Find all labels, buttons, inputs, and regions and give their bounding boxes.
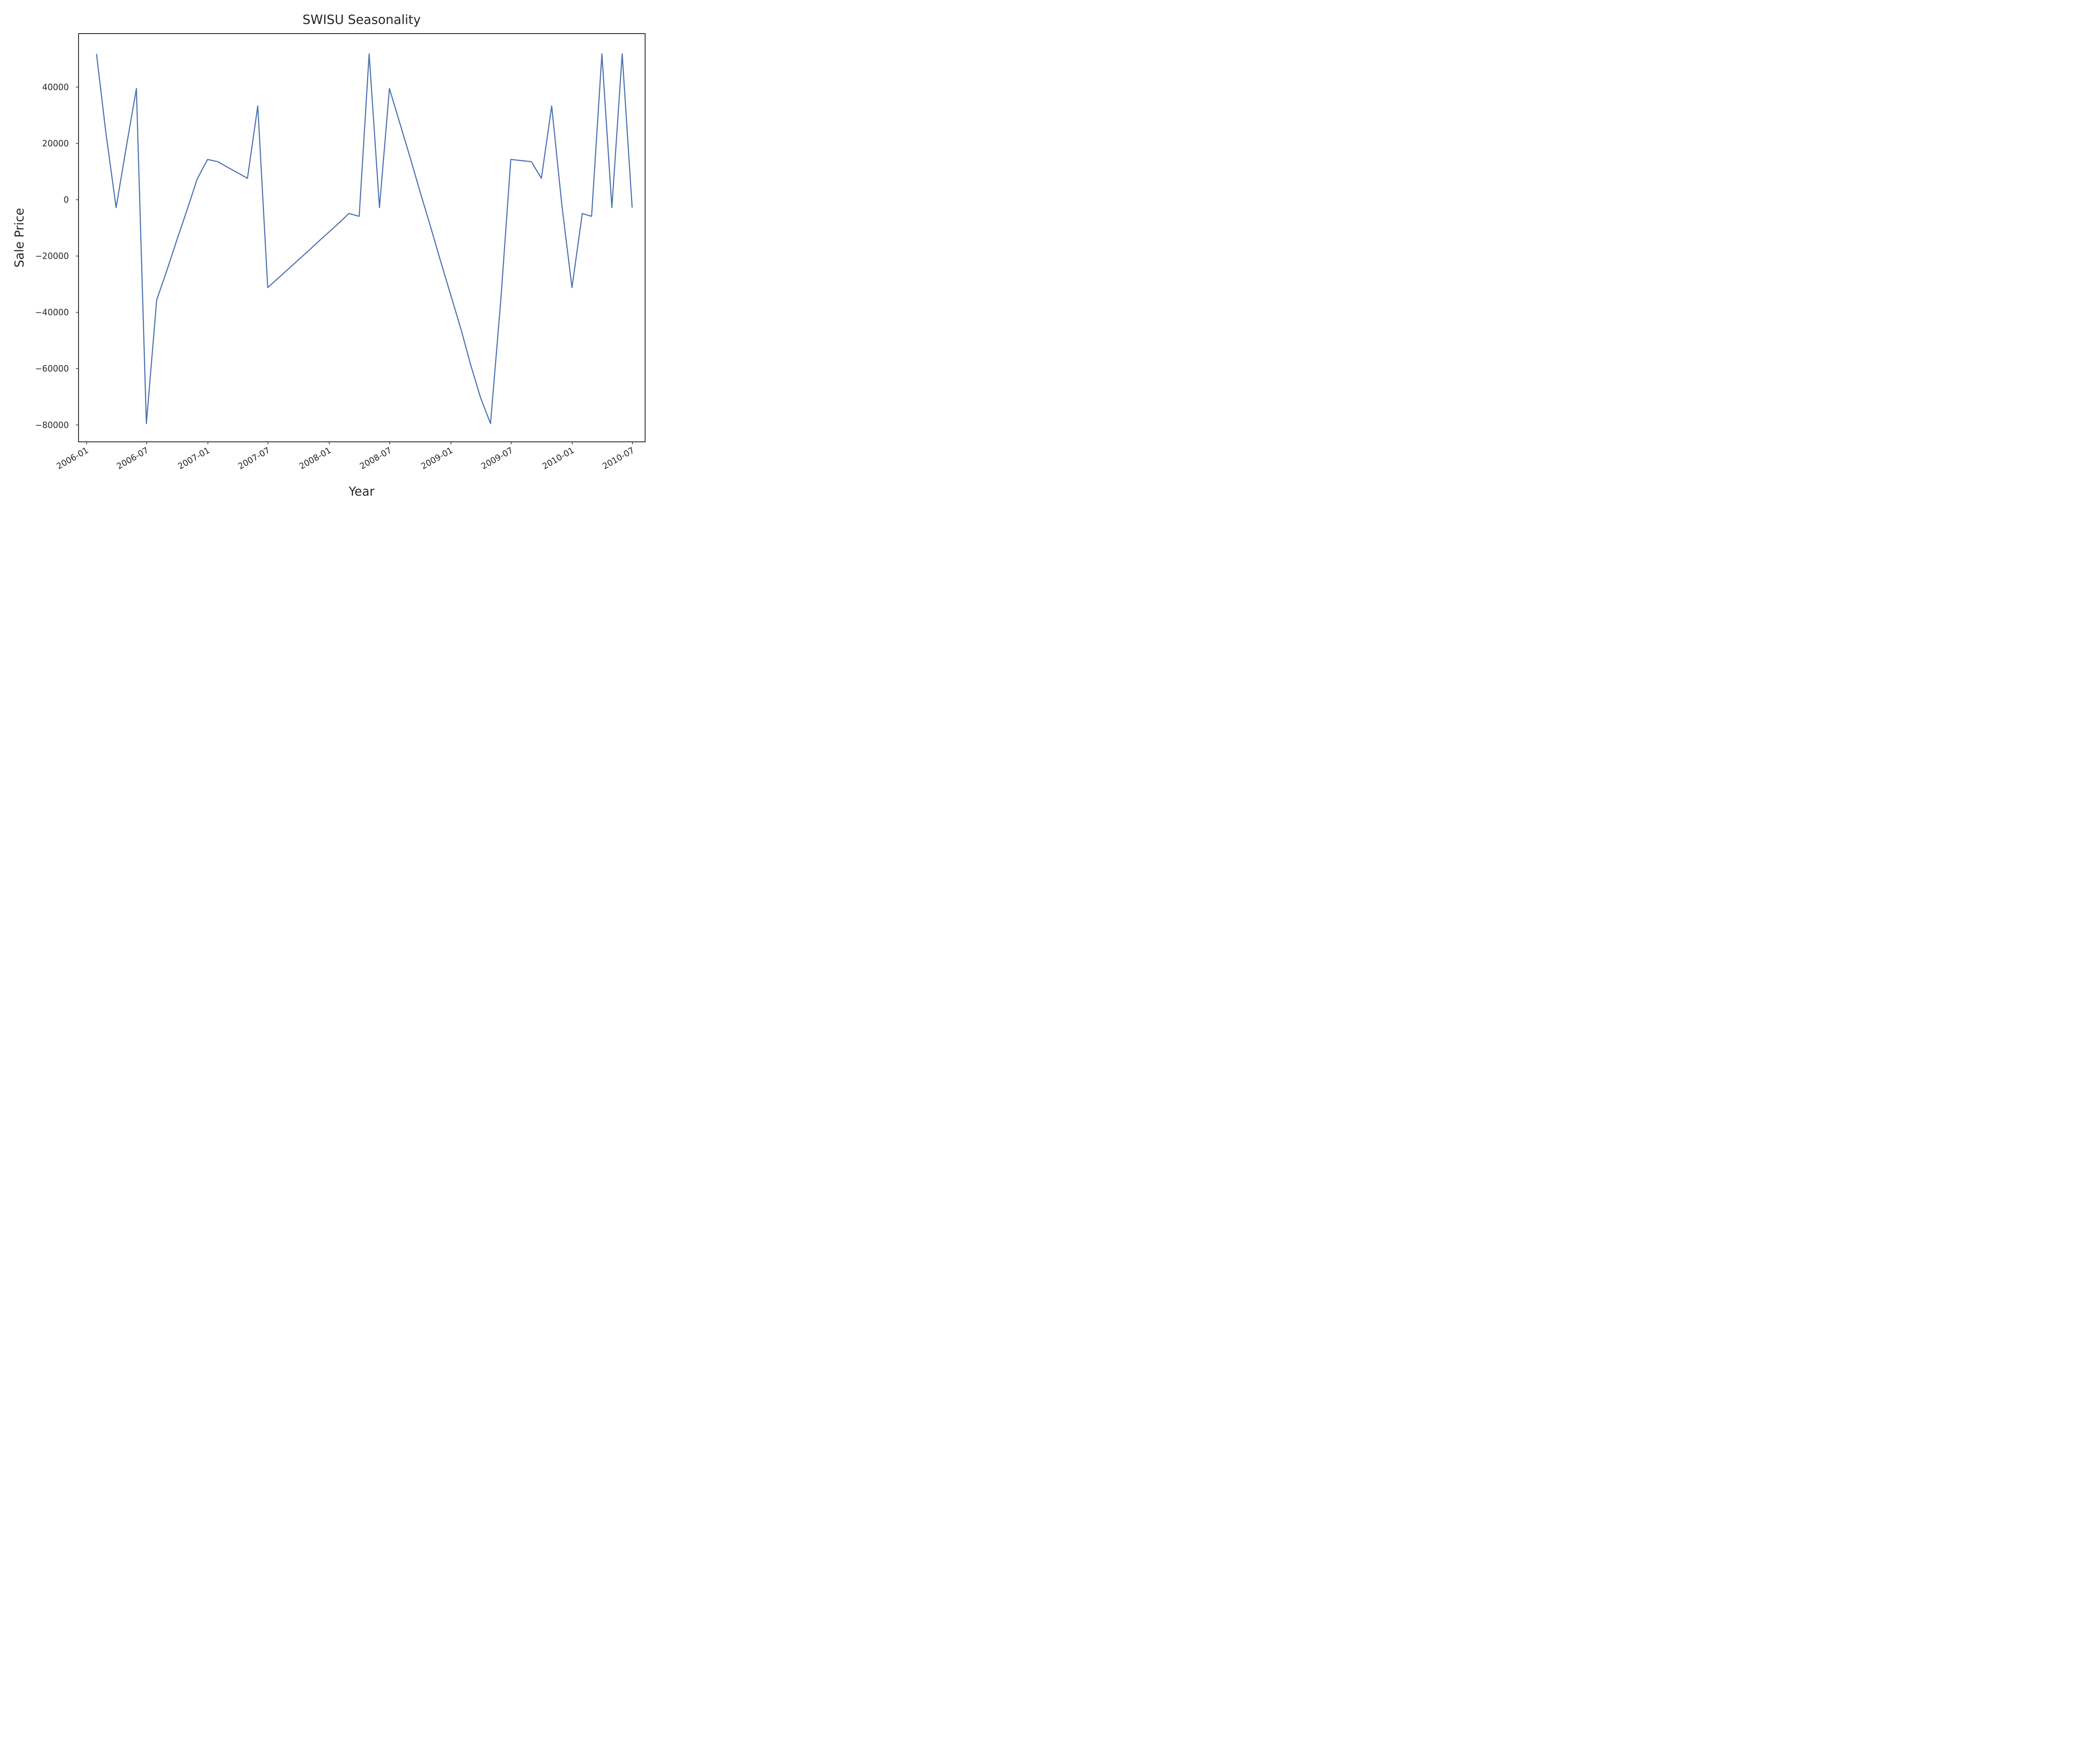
y-tick-label: −20000 (35, 251, 69, 261)
y-tick-labels: 40000 20000 0 −20000 −40000 −60000 −80000 (35, 82, 79, 430)
y-tick-label: −40000 (35, 307, 69, 318)
chart-background (0, 0, 655, 509)
y-axis-label: Sale Price (12, 208, 26, 268)
plot-area (96, 53, 633, 424)
y-tick-label: −80000 (35, 420, 69, 430)
plot-frame (78, 33, 646, 442)
series-line-0 (96, 53, 633, 424)
y-tick-label: 0 (63, 195, 69, 205)
y-tick-label: −60000 (35, 364, 69, 374)
chart: SWISU Seasonality 40000 20000 0 −20000 −4000… (0, 0, 655, 509)
y-tick-label: 20000 (42, 138, 69, 148)
x-axis-label: Year (348, 484, 374, 499)
y-tick-label: 40000 (42, 82, 69, 92)
chart-title: SWISU Seasonality (302, 13, 421, 27)
